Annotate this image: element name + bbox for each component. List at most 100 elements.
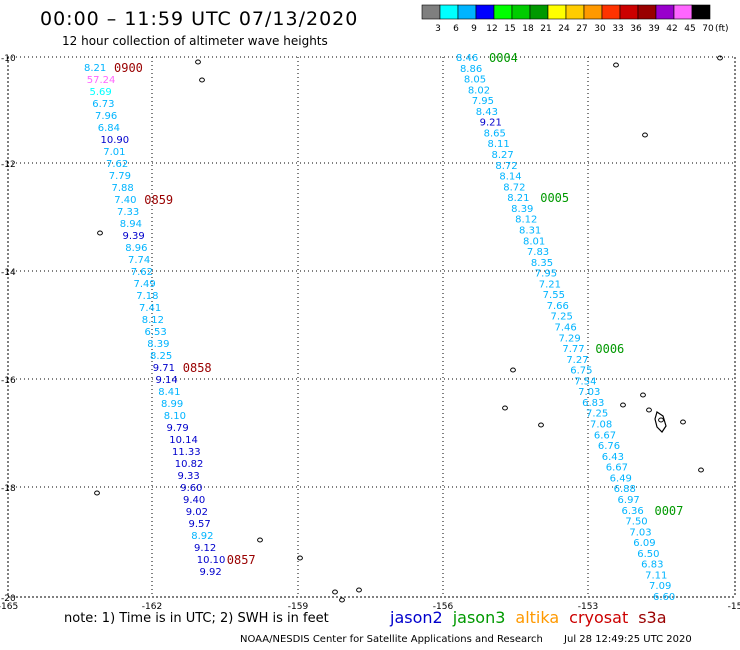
wave-height-reading: 8.01	[523, 236, 545, 247]
satellite-jason3: jason3	[452, 608, 506, 627]
generated-timestamp: Jul 28 12:49:25 UTC 2020	[564, 634, 692, 645]
wave-height-reading: 8.31	[519, 225, 541, 236]
wave-height-reading: 6.76	[598, 441, 620, 452]
wave-height-reading: 8.72	[495, 161, 517, 172]
wave-height-reading: 6.50	[637, 549, 659, 560]
pass-time-label: 0007	[654, 504, 683, 518]
lat-tick-label: -14	[1, 268, 16, 278]
wave-height-reading: 7.08	[590, 420, 612, 431]
altimeter-tracks: 8.2157.245.696.737.966.8410.907.017.627.…	[84, 51, 683, 603]
wave-height-reading: 8.94	[120, 219, 142, 230]
wave-height-reading: 9.92	[200, 567, 222, 578]
wave-height-reading: 7.95	[472, 96, 494, 107]
island-outline	[646, 407, 652, 413]
wave-height-reading: 7.88	[112, 183, 134, 194]
island-outline	[654, 411, 667, 433]
footer-note: note: 1) Time is in UTC; 2) SWH is in fe…	[64, 611, 329, 626]
pass-time-label: 0859	[144, 193, 173, 207]
map-title: 00:00 – 11:59 UTC 07/13/2020	[40, 8, 359, 30]
wave-height-reading: 10.14	[169, 435, 198, 446]
wave-height-reading: 7.25	[586, 409, 608, 420]
wave-height-reading: 8.27	[491, 150, 513, 161]
legend-label: 15	[504, 24, 515, 34]
wave-height-reading: 8.43	[476, 107, 498, 118]
legend-unit: (ft)	[715, 24, 729, 34]
wave-height-reading: 7.79	[109, 171, 131, 182]
wave-height-reading: 9.57	[189, 519, 211, 530]
island-outline	[297, 555, 303, 561]
lat-tick-label: -16	[1, 376, 16, 386]
wave-height-reading: 7.96	[95, 111, 117, 122]
wave-height-reading: 8.10	[164, 411, 186, 422]
satellite-cryosat: cryosat	[569, 608, 629, 627]
island-outline	[640, 392, 646, 398]
wave-height-reading: 7.54	[574, 376, 596, 387]
legend-label: 12	[486, 24, 497, 34]
wave-height-reading: 8.72	[503, 182, 525, 193]
satellite-jason2: jason2	[390, 608, 443, 627]
wave-height-reading: 6.67	[594, 430, 616, 441]
lat-tick-label: -18	[1, 484, 16, 494]
map-frame	[7, 56, 736, 598]
color-legend: 3 6 9 12 15 18 21 24 27 30 33 36 39 42 45 70 (ft)	[421, 4, 729, 34]
wave-height-reading: 7.29	[558, 333, 580, 344]
wave-height-reading: 10.90	[101, 135, 130, 146]
wave-height-reading: 7.01	[103, 147, 125, 158]
wave-height-reading: 6.88	[614, 484, 636, 495]
lat-tick-label: -12	[1, 160, 16, 170]
legend-label: 3	[435, 24, 441, 34]
legend-label: 33	[612, 24, 623, 34]
lat-tick-label: -10	[1, 54, 16, 64]
wave-height-reading: 10.82	[175, 459, 204, 470]
wave-height-reading: 11.33	[172, 447, 201, 458]
wave-height-reading: 57.24	[87, 75, 116, 86]
wave-height-reading: 9.33	[178, 471, 200, 482]
wave-height-reading: 7.03	[629, 527, 651, 538]
wave-height-reading: 6.97	[618, 495, 640, 506]
pass-time-label: 0857	[227, 553, 256, 567]
pass-time-label: 0006	[595, 342, 624, 356]
wave-height-reading: 8.25	[150, 351, 172, 362]
wave-height-reading: 8.41	[158, 387, 180, 398]
wave-height-reading: 7.83	[527, 247, 549, 258]
wave-height-reading: 7.09	[649, 581, 671, 592]
wave-height-reading: 6.60	[653, 592, 675, 603]
island-outline	[658, 417, 664, 423]
legend-label: 6	[453, 24, 459, 34]
wave-height-reading: 8.11	[488, 139, 510, 150]
legend-label: 9	[471, 24, 477, 34]
legend-label: 70	[702, 24, 714, 34]
legend-swatch	[691, 4, 711, 20]
wave-height-reading: 7.40	[114, 195, 136, 206]
wave-height-reading: 8.96	[125, 243, 147, 254]
island-outline	[94, 490, 100, 496]
lon-tick-label: -162	[142, 602, 162, 612]
wave-height-reading: 10.10	[197, 555, 226, 566]
wave-height-reading: 8.65	[484, 128, 506, 139]
wave-height-reading: 6.83	[641, 560, 663, 571]
lon-tick-label: -159	[288, 602, 309, 612]
wave-height-reading: 6.36	[621, 506, 643, 517]
wave-height-reading: 6.73	[92, 99, 114, 110]
wave-height-reading: 9.60	[180, 483, 202, 494]
wave-height-reading: 7.41	[139, 303, 161, 314]
legend-label: 36	[630, 24, 642, 34]
wave-height-reading: 6.53	[145, 327, 167, 338]
lon-tick-label: -15	[728, 602, 740, 612]
altimeter-pass: 8.468.868.058.027.958.439.218.658.118.27…	[456, 51, 683, 603]
wave-height-reading: 7.55	[543, 290, 565, 301]
wave-height-reading: 7.62	[131, 267, 153, 278]
legend-label: 39	[648, 24, 660, 34]
wave-height-reading: 8.21	[507, 193, 529, 204]
wave-height-reading: 7.27	[566, 355, 588, 366]
wave-height-reading: 6.43	[602, 452, 624, 463]
island-outline	[97, 230, 103, 236]
legend-label: 21	[540, 24, 551, 34]
satellite-s3a: s3a	[638, 608, 667, 627]
island-outline	[680, 419, 686, 425]
wave-height-reading: 9.39	[123, 231, 145, 242]
wave-height-reading: 7.18	[136, 291, 158, 302]
altimeter-pass: 8.2157.245.696.737.966.8410.907.017.627.…	[84, 61, 256, 578]
wave-height-reading: 8.39	[511, 204, 533, 215]
